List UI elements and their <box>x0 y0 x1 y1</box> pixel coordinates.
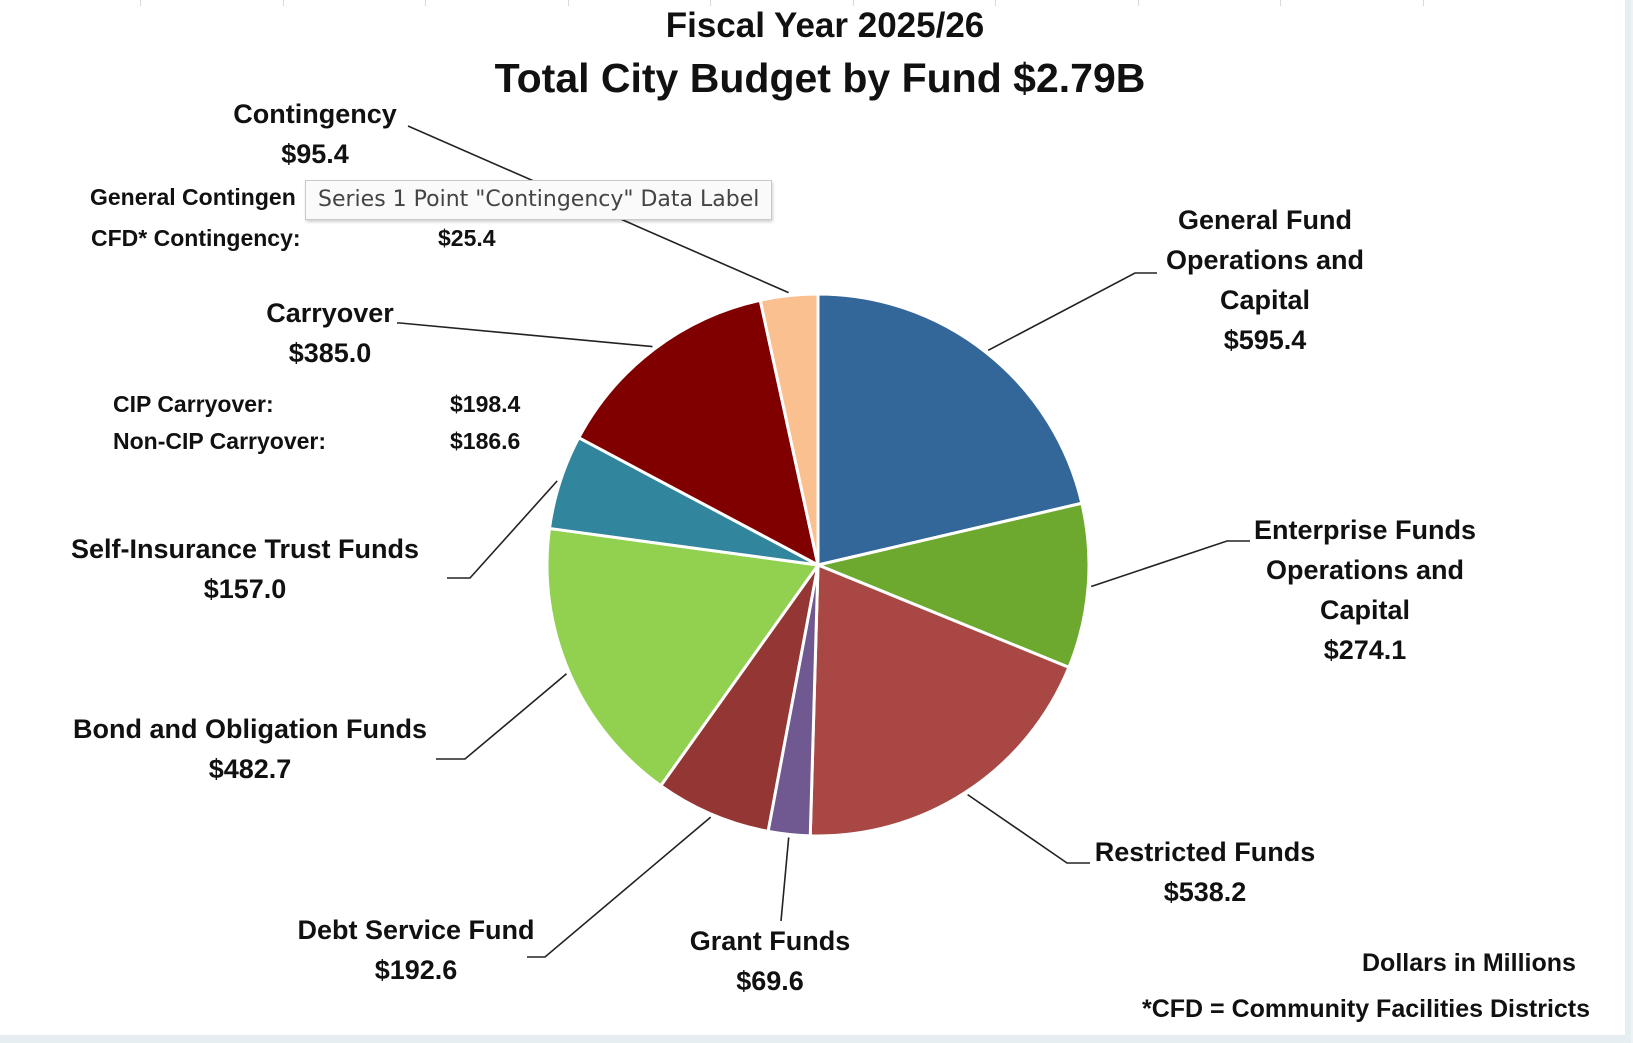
label-general-fund-name-1: General Fund <box>1177 205 1353 235</box>
gridline-tick <box>710 0 711 6</box>
label-restricted-name: Restricted Funds <box>1094 837 1316 867</box>
label-enterprise-value: $274.1 <box>1323 635 1407 665</box>
label-enterprise-name-3: Capital <box>1319 595 1411 625</box>
units-note: Dollars in Millions <box>1362 949 1576 977</box>
contingency-sub-label-2: CFD* Contingency: <box>91 225 301 251</box>
label-self-insurance-name: Self-Insurance Trust Funds <box>70 534 420 564</box>
carryover-sub-value-2: $186.6 <box>450 428 521 454</box>
gridline-tick <box>995 0 996 6</box>
label-self-insurance[interactable]: Self-Insurance Trust Funds $157.0 <box>50 529 440 609</box>
gridline-tick <box>853 0 854 6</box>
pie-slice-general-fund-operations-and-capital[interactable] <box>816 292 1084 567</box>
leader-line-carryover <box>397 322 653 348</box>
label-bond-obligation-funds[interactable]: Bond and Obligation Funds $482.7 <box>55 709 445 789</box>
label-debt-service-value: $192.6 <box>374 955 458 985</box>
gridline-tick <box>425 0 426 6</box>
contingency-sub-label-1: General Contingen <box>90 184 296 210</box>
label-general-fund-name-3: Capital <box>1219 285 1311 315</box>
leader-line-enterprise-funds-operations-and-capital <box>1090 540 1250 588</box>
label-carryover-name: Carryover <box>266 298 394 328</box>
leader-line-debt-service-fund <box>527 816 712 958</box>
label-restricted-value: $538.2 <box>1163 877 1247 907</box>
label-bond-name: Bond and Obligation Funds <box>73 714 427 744</box>
label-grant-funds[interactable]: Grant Funds $69.6 <box>660 921 880 1001</box>
gridline-tick <box>1423 0 1424 6</box>
label-contingency-value: $95.4 <box>281 139 349 169</box>
label-bond-value: $482.7 <box>208 754 292 784</box>
label-restricted-funds[interactable]: Restricted Funds $538.2 <box>1070 832 1340 912</box>
gridline-tick <box>140 0 141 6</box>
label-carryover[interactable]: Carryover $385.0 <box>230 293 430 373</box>
label-enterprise-name-1: Enterprise Funds <box>1253 515 1477 545</box>
contingency-sub-value-2: $25.4 <box>438 225 496 251</box>
leader-line-grant-funds <box>780 837 790 922</box>
pie-slices <box>545 292 1091 838</box>
label-grant-name: Grant Funds <box>689 926 851 956</box>
pie-slice-bond-and-obligation-funds[interactable] <box>545 526 820 788</box>
label-enterprise-name-2: Operations and <box>1265 555 1465 585</box>
label-general-fund[interactable]: General Fund Operations and Capital $595… <box>1120 200 1410 360</box>
label-carryover-value: $385.0 <box>288 338 372 368</box>
pie-slice-debt-service-fund[interactable] <box>659 563 820 833</box>
label-debt-service-fund[interactable]: Debt Service Fund $192.6 <box>276 910 556 990</box>
chart-title: Fiscal Year 2025/26 <box>665 6 985 45</box>
chart-subtitle: Total City Budget by Fund $2.79B <box>494 55 1146 101</box>
label-general-fund-value: $595.4 <box>1223 325 1307 355</box>
gridline-tick <box>1280 0 1281 6</box>
label-contingency-name: Contingency <box>233 99 397 129</box>
label-contingency[interactable]: Contingency $95.4 <box>210 94 420 174</box>
pie-slice-enterprise-funds-operations-and-capital[interactable] <box>816 501 1091 669</box>
carryover-sub-value-1: $198.4 <box>450 391 521 417</box>
label-self-insurance-value: $157.0 <box>203 574 287 604</box>
pie-slice-carryover[interactable] <box>577 298 820 567</box>
label-general-fund-name-2: Operations and <box>1165 245 1365 275</box>
label-enterprise-funds[interactable]: Enterprise Funds Operations and Capital … <box>1220 510 1510 670</box>
gridline-tick <box>283 0 284 6</box>
pie-slice-restricted-funds[interactable] <box>808 563 1071 838</box>
label-debt-service-name: Debt Service Fund <box>297 915 535 945</box>
data-label-tooltip: Series 1 Point "Contingency" Data Label <box>305 180 773 220</box>
pie-slice-contingency[interactable] <box>758 292 820 567</box>
leader-line-bond-and-obligation-funds <box>436 673 568 760</box>
cfd-footnote: *CFD = Community Facilities Districts <box>1142 995 1591 1023</box>
leader-line-general-fund-operations-and-capital <box>987 272 1157 352</box>
gridline-tick <box>1138 0 1139 6</box>
carryover-sub-label-1: CIP Carryover: <box>113 391 274 417</box>
leader-line-restricted-funds <box>967 793 1090 864</box>
label-grant-value: $69.6 <box>736 966 804 996</box>
gridline-tick <box>568 0 569 6</box>
leader-line-self-insurance-trust-funds <box>447 480 558 579</box>
carryover-sub-label-2: Non-CIP Carryover: <box>113 428 327 454</box>
